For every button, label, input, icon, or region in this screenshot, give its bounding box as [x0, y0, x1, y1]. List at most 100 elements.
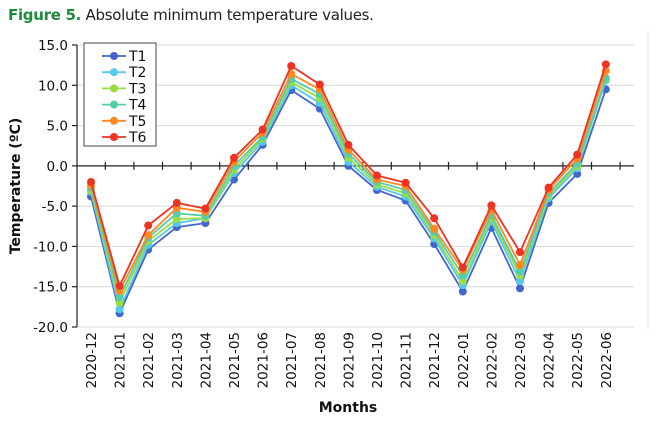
- y-tick-label: 10.0: [38, 78, 68, 94]
- legend-item-t2: T2: [102, 65, 146, 81]
- data-point: [230, 153, 238, 162]
- data-point: [87, 177, 95, 186]
- data-point: [516, 277, 524, 286]
- data-point: [201, 204, 210, 213]
- x-tick-label: 2022-02: [484, 332, 500, 388]
- x-tick-label: 2020-12: [84, 332, 100, 388]
- data-point: [258, 125, 267, 134]
- series-t1: [87, 85, 610, 318]
- data-point: [573, 169, 582, 178]
- data-point: [172, 215, 181, 224]
- legend-label: T6: [128, 130, 147, 146]
- data-point: [458, 287, 467, 296]
- data-point: [287, 61, 296, 70]
- series-t2: [87, 76, 610, 314]
- x-tick-label: 2021-07: [284, 332, 300, 388]
- legend-marker: [110, 116, 118, 125]
- legend-marker: [110, 84, 118, 93]
- series-line-t3: [90, 78, 607, 304]
- data-point: [373, 171, 381, 180]
- legend-label: T4: [128, 98, 147, 114]
- x-tick-label: 2021-10: [370, 332, 386, 388]
- x-tick-label: 2022-01: [456, 332, 472, 388]
- y-tick-label: 15.0: [38, 38, 68, 54]
- legend-label: T1: [128, 49, 146, 65]
- data-point: [172, 198, 181, 207]
- data-point: [516, 284, 524, 293]
- y-axis-title: Temperature (ºC): [8, 118, 24, 255]
- figure-caption-text: Absolute minimum temperature values.: [81, 6, 374, 24]
- x-tick-label: 2021-12: [427, 332, 443, 388]
- legend-item-t1: T1: [102, 49, 146, 65]
- series-line-t2: [90, 80, 607, 311]
- data-point: [144, 221, 153, 230]
- data-point: [458, 277, 467, 286]
- y-tick-label: -5.0: [42, 199, 68, 215]
- legend-marker: [110, 52, 118, 60]
- x-tick-label: 2021-01: [113, 332, 129, 388]
- data-point: [115, 305, 124, 314]
- legend-label: T2: [128, 65, 146, 81]
- data-point: [573, 150, 582, 159]
- series-t5: [87, 66, 610, 295]
- legend-label: T5: [128, 114, 146, 130]
- x-tick-label: 2022-03: [513, 332, 529, 388]
- data-point: [601, 60, 610, 69]
- data-point: [115, 281, 124, 290]
- data-point: [430, 224, 439, 233]
- legend-item-t5: T5: [102, 114, 146, 130]
- x-tick-label: 2022-05: [570, 332, 586, 388]
- data-point: [172, 209, 181, 218]
- legend-box: [83, 42, 157, 147]
- legend-marker: [110, 133, 118, 141]
- figure-label: Figure 5.: [8, 6, 82, 24]
- data-point: [544, 183, 553, 192]
- x-tick-label: 2021-11: [399, 332, 415, 388]
- data-point: [401, 178, 410, 187]
- series-t4: [87, 74, 610, 302]
- y-tick-label: -15.0: [33, 280, 68, 296]
- data-point: [516, 267, 524, 276]
- data-point: [516, 248, 524, 257]
- data-point: [344, 140, 353, 149]
- x-tick-label: 2022-04: [542, 332, 558, 388]
- y-tick-label: 0.0: [47, 159, 68, 175]
- x-axis: 2020-12 2021-01 2021-02 2021-03 2021-04 2021-…: [77, 161, 634, 388]
- x-tick-label: 2021-04: [198, 332, 214, 388]
- series-t3: [87, 74, 610, 307]
- x-tick-label: 2021-09: [341, 332, 357, 388]
- y-axis: 15.0 10.0 5.0 0.0 -5.0 -10.0 -15.0 -20.0: [33, 38, 78, 336]
- series-line-t1: [90, 89, 607, 315]
- data-point: [115, 293, 124, 302]
- legend-item-t3: T3: [102, 81, 146, 97]
- x-tick-label: 2021-08: [313, 332, 329, 388]
- data-point: [315, 80, 324, 89]
- figure-caption: Figure 5. Absolute minimum temperature v…: [8, 6, 374, 24]
- legend-marker: [110, 100, 118, 109]
- data-point: [115, 298, 124, 307]
- data-point: [458, 271, 467, 280]
- data-point: [144, 231, 153, 240]
- legend-item-t6: T6: [102, 130, 147, 146]
- gridlines: [77, 44, 634, 328]
- x-tick-label: 2021-06: [256, 332, 272, 388]
- legend-item-t4: T4: [102, 98, 147, 114]
- y-tick-label: 5.0: [47, 119, 68, 135]
- data-point: [487, 201, 496, 210]
- data-point: [458, 263, 467, 272]
- x-tick-label: 2021-02: [141, 332, 157, 388]
- series-lines: [87, 60, 610, 318]
- x-tick-label: 2022-06: [599, 332, 615, 388]
- data-point: [430, 214, 439, 223]
- y-tick-label: -20.0: [33, 320, 68, 336]
- x-axis-title: Months: [319, 400, 378, 416]
- y-tick-label: -10.0: [33, 239, 68, 255]
- data-point: [516, 260, 524, 269]
- legend-label: T3: [128, 81, 146, 97]
- x-tick-label: 2021-03: [170, 332, 186, 388]
- x-tick-label: 2021-05: [227, 332, 243, 388]
- series-t6: [87, 60, 610, 290]
- legend-marker: [110, 68, 118, 77]
